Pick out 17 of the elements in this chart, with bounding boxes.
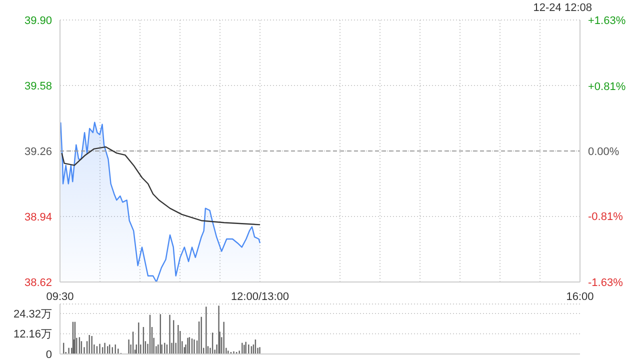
y-tick-label: 38.94	[24, 212, 52, 224]
y2-tick-label: +1.63%	[588, 15, 626, 27]
y-tick-label: 0	[46, 349, 52, 360]
x-tick-label: 12:00/13:00	[230, 291, 290, 303]
y-tick-label: 12.16万	[13, 328, 52, 341]
y2-tick-label: -1.63%	[588, 277, 624, 289]
y-tick-label: 39.90	[24, 15, 52, 27]
y-tick-label: 39.26	[24, 146, 52, 158]
y-tick-label: 38.62	[24, 277, 52, 289]
chart-subtitle: 12-24 12:08	[533, 2, 592, 14]
x-tick-label: 16:00	[566, 291, 594, 303]
y2-tick-label: -0.81%	[588, 211, 624, 224]
y-tick-label: 24.32万	[13, 308, 52, 320]
x-tick-label: 09:30	[46, 291, 74, 303]
y2-tick-label: +0.81%	[588, 80, 626, 93]
y2-tick-label: 0.00%	[588, 146, 620, 158]
y-tick-label: 39.58	[24, 80, 52, 92]
